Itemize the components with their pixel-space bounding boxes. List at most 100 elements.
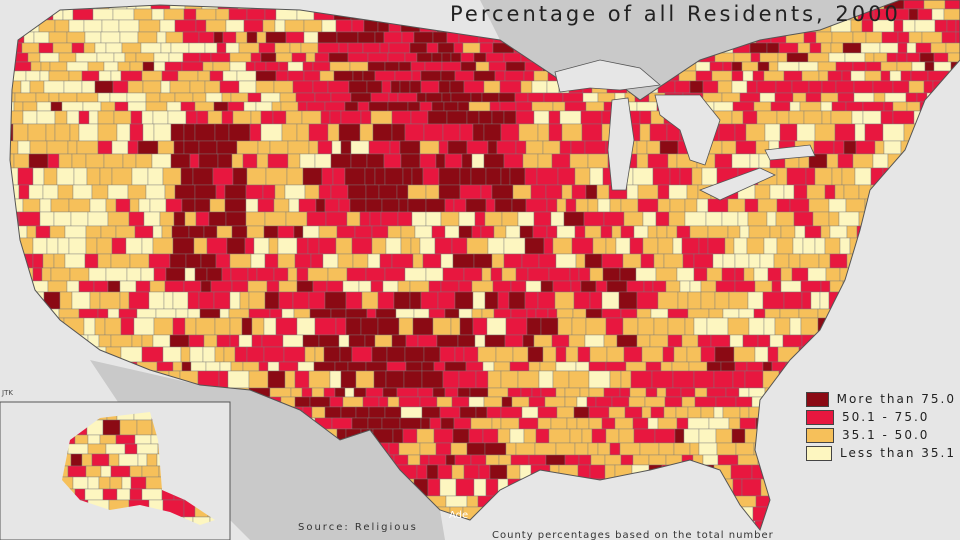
county-cell xyxy=(694,396,717,408)
county-cell xyxy=(793,211,814,227)
county-cell xyxy=(185,110,198,125)
county-cell xyxy=(466,140,489,155)
county-cell xyxy=(828,198,847,213)
county-cell xyxy=(193,237,208,255)
county-cell xyxy=(296,237,309,255)
county-cell xyxy=(133,317,155,336)
county-cell xyxy=(183,123,196,142)
county-cell xyxy=(231,153,244,169)
county-cell xyxy=(116,488,131,501)
county-cell xyxy=(555,361,577,372)
county-cell xyxy=(202,61,214,72)
county-cell xyxy=(603,334,618,348)
county-cell xyxy=(589,291,603,310)
county-cell xyxy=(780,280,802,293)
county-cell xyxy=(236,70,257,82)
county-cell xyxy=(657,417,678,430)
county-cell xyxy=(365,361,388,372)
county-cell xyxy=(667,308,689,319)
county-cell xyxy=(382,387,398,398)
county-cell xyxy=(433,428,454,444)
county-cell xyxy=(323,387,336,398)
county-cell xyxy=(722,406,741,419)
county-cell xyxy=(103,61,119,72)
county-cell xyxy=(148,291,165,310)
county-cell xyxy=(463,346,479,363)
county-cell xyxy=(407,184,427,200)
county-cell xyxy=(351,346,373,363)
county-cell xyxy=(304,346,316,363)
county-cell xyxy=(619,267,637,282)
county-cell xyxy=(231,280,249,293)
county-cell xyxy=(219,308,230,319)
county-cell xyxy=(575,361,590,372)
county-cell xyxy=(487,387,509,398)
county-cell xyxy=(198,291,215,310)
county-cell xyxy=(97,92,111,103)
county-cell xyxy=(764,308,781,319)
county-cell xyxy=(369,211,382,227)
county-cell xyxy=(649,123,668,142)
county-cell xyxy=(72,476,89,490)
county-cell xyxy=(397,92,418,103)
county-cell xyxy=(166,101,182,112)
county-cell xyxy=(852,61,867,72)
county-cell xyxy=(184,317,197,336)
county-cell xyxy=(104,317,122,336)
county-cell xyxy=(119,419,138,436)
county-cell xyxy=(479,42,494,54)
county-cell xyxy=(347,52,369,63)
county-cell xyxy=(213,291,231,310)
county-cell xyxy=(537,153,553,169)
county-cell xyxy=(245,198,259,213)
county-cell xyxy=(588,406,610,419)
county-cell xyxy=(99,167,113,186)
county-cell xyxy=(524,237,545,255)
county-cell xyxy=(112,8,135,21)
county-cell xyxy=(576,417,590,430)
county-cell xyxy=(544,396,566,408)
county-cell xyxy=(515,442,536,456)
county-cell xyxy=(86,167,101,186)
county-cell xyxy=(398,442,421,456)
county-cell xyxy=(680,387,696,398)
county-cell xyxy=(574,225,586,239)
county-cell xyxy=(766,42,780,54)
county-cell xyxy=(350,92,372,103)
county-cell xyxy=(362,70,376,82)
county-cell xyxy=(419,237,436,255)
county-cell xyxy=(255,80,275,94)
county-cell xyxy=(566,417,578,430)
county-cell xyxy=(708,417,730,430)
county-cell xyxy=(349,198,367,213)
county-cell xyxy=(431,101,445,112)
county-cell xyxy=(359,123,374,142)
county-cell xyxy=(130,476,147,490)
county-cell xyxy=(714,291,730,310)
county-cell xyxy=(209,198,226,213)
county-cell xyxy=(706,317,729,336)
county-cell xyxy=(618,428,635,444)
county-cell xyxy=(440,417,455,430)
county-cell xyxy=(747,211,768,227)
county-cell xyxy=(443,101,459,112)
county-cell xyxy=(288,198,300,213)
county-cell xyxy=(619,442,641,456)
county-cell xyxy=(527,92,545,103)
county-cell xyxy=(453,42,464,54)
county-cell xyxy=(245,184,264,200)
county-cell xyxy=(352,70,364,82)
county-cell xyxy=(754,184,771,200)
county-cell xyxy=(338,123,361,142)
county-cell xyxy=(107,280,121,293)
county-cell xyxy=(433,361,446,372)
county-cell xyxy=(882,123,905,142)
county-cell xyxy=(466,237,489,255)
county-cell xyxy=(820,225,831,239)
county-cell xyxy=(700,280,717,293)
county-cell xyxy=(509,167,526,186)
county-cell xyxy=(304,184,320,200)
county-cell xyxy=(468,396,485,408)
county-cell xyxy=(770,101,791,112)
county-cell xyxy=(854,167,872,186)
